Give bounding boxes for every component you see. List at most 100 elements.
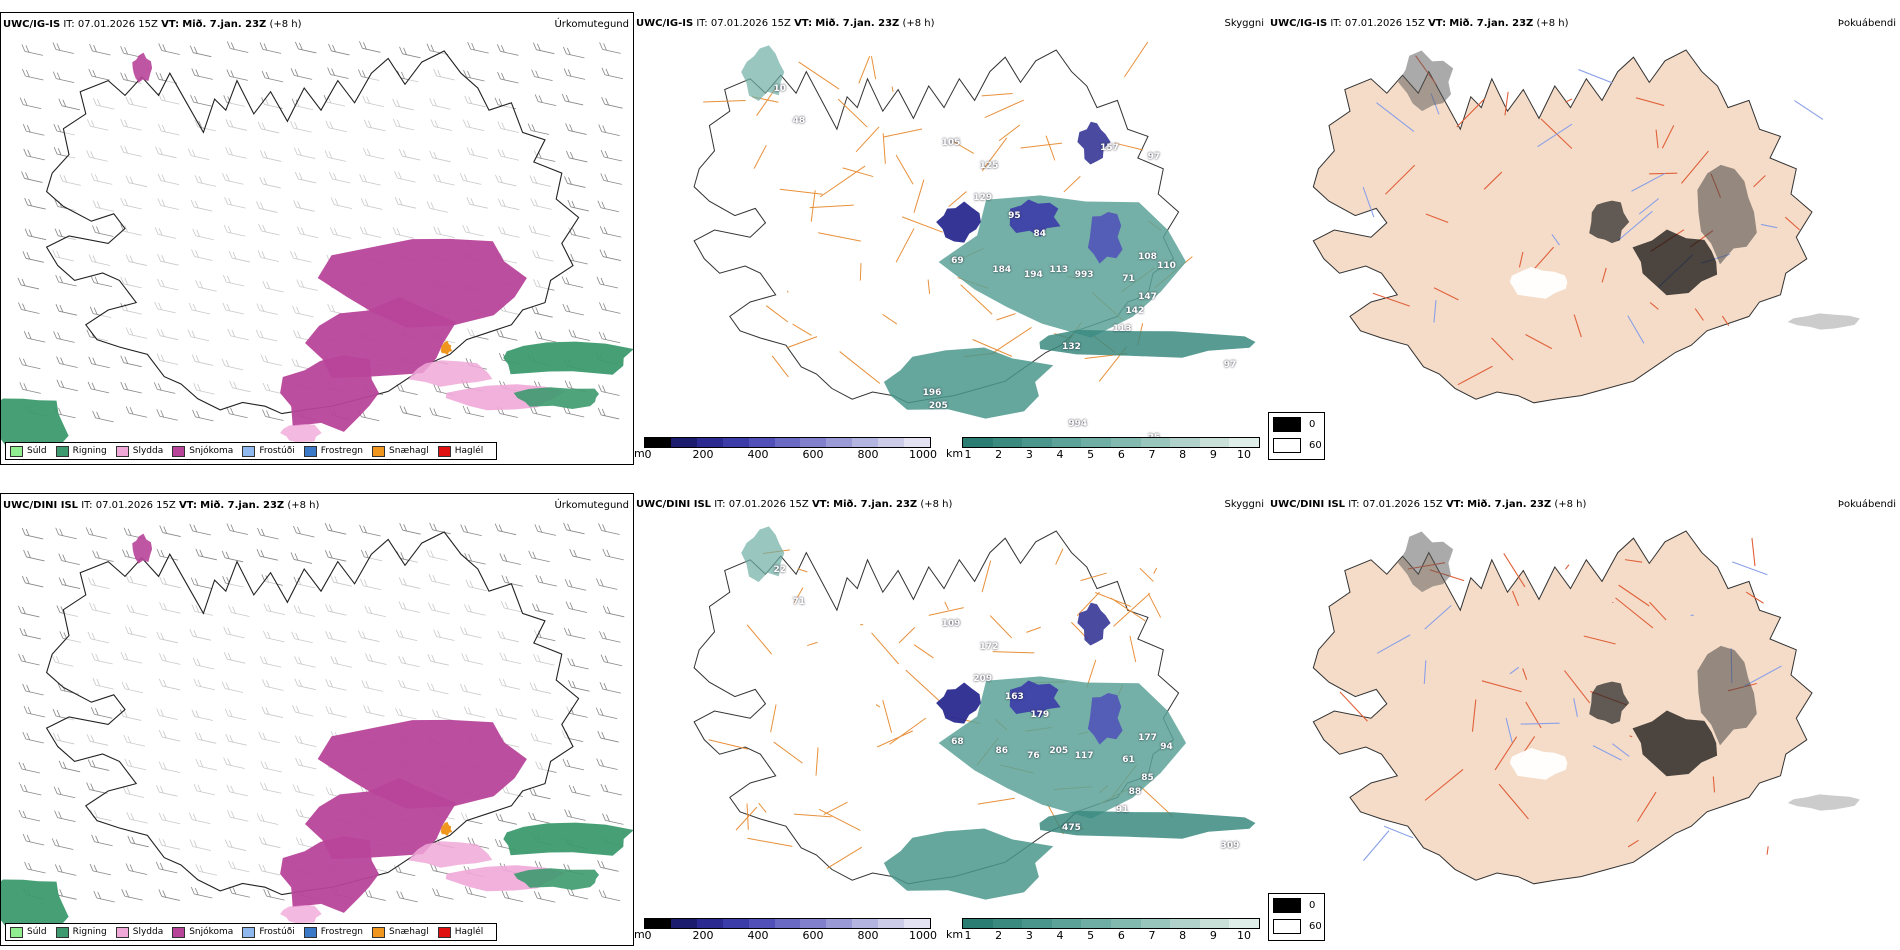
- road-line: [1522, 668, 1528, 680]
- visibility-value-label: 309: [1220, 841, 1240, 852]
- visibility-tick-label: 2: [995, 448, 1003, 461]
- road-line: [1139, 785, 1174, 818]
- visibility-tick-label: 10: [1237, 448, 1251, 461]
- visibility-value-label: 84: [1033, 228, 1047, 239]
- wind-barb: [156, 409, 178, 421]
- visibility-value-label: 91: [1115, 805, 1129, 816]
- road-line: [1424, 768, 1464, 801]
- low-visibility-area: [1039, 810, 1256, 839]
- snow-area: [280, 355, 379, 432]
- clear-area: [1509, 267, 1568, 299]
- valid-time: Mið. 7.jan. 23Z: [833, 499, 918, 510]
- road-line: [1494, 736, 1518, 771]
- lead-time: (+8 h): [287, 500, 320, 511]
- wind-barb: [18, 302, 40, 314]
- wind-barb: [602, 605, 625, 618]
- visibility-value-label: 88: [1128, 786, 1142, 797]
- wind-barb: [596, 758, 618, 770]
- river-line: [1611, 743, 1630, 757]
- river-line: [1362, 186, 1375, 218]
- road-line: [747, 837, 793, 847]
- legend-label: Slydda: [132, 446, 164, 456]
- valid-time-label: VT:: [794, 18, 813, 29]
- model-name: UWC/IG-IS: [1270, 18, 1328, 29]
- wind-barb: [19, 97, 42, 109]
- valid-time: Mið. 7.jan. 23Z: [815, 18, 900, 29]
- wind-barb: [21, 527, 44, 540]
- wind-barb: [565, 123, 587, 135]
- iceland-landmass: [1312, 530, 1813, 885]
- legend-swatch: [372, 926, 386, 938]
- road-line: [1712, 776, 1716, 793]
- fog-indicator-map: [1312, 49, 1860, 404]
- road-line: [842, 167, 874, 178]
- valid-time-label: VT:: [178, 500, 197, 511]
- road-line: [992, 651, 1035, 654]
- road-line: [1425, 213, 1449, 224]
- panel-title: Skyggni: [1224, 499, 1264, 510]
- wind-barb: [18, 653, 40, 666]
- wind-barb: [120, 355, 142, 368]
- road-line: [1694, 308, 1704, 321]
- fog-area: [1787, 313, 1860, 330]
- river-line: [1509, 666, 1520, 675]
- legend-item: Slydda: [115, 445, 164, 457]
- visibility-value-label: 97: [1147, 151, 1161, 162]
- wind-barb: [599, 682, 622, 694]
- fog-legend-item: 60: [1273, 438, 1322, 453]
- precip-type-panel: Súld Rigning Slydda Snjókoma Frostúði Frostre…: [0, 493, 634, 946]
- road-line: [1124, 41, 1149, 78]
- ceiling-unit: m: [634, 928, 645, 941]
- wind-barb: [54, 864, 77, 876]
- visibility-colorbar: km 1 2 3 4 5 6 7 8 9 10: [946, 916, 1264, 942]
- wind-barb: [567, 199, 589, 212]
- legend-label: Frostregn: [320, 927, 364, 937]
- wind-barb: [527, 123, 550, 135]
- low-ceiling-area: [1077, 602, 1111, 646]
- ceiling-tick-label: 600: [802, 929, 824, 942]
- visibility-tick-label: 9: [1209, 929, 1217, 942]
- wind-barb: [567, 657, 589, 670]
- wind-barb: [226, 69, 248, 81]
- road-line: [1784, 216, 1800, 231]
- wind-barb: [85, 527, 108, 539]
- valid-time-label: VT:: [811, 499, 830, 510]
- fog-area: [1697, 645, 1757, 746]
- road-line: [1147, 593, 1162, 618]
- wind-barb: [90, 275, 113, 287]
- road-line: [1456, 98, 1485, 128]
- river-line: [1433, 300, 1437, 323]
- fog-legend-item: 0: [1273, 417, 1315, 432]
- legend-swatch: [115, 445, 129, 457]
- wind-barb: [190, 886, 213, 899]
- wind-barb: [17, 277, 40, 290]
- init-time: 07.01.2026 15Z: [710, 18, 791, 29]
- visibility-value-label: 86: [995, 746, 1008, 757]
- road-line: [1629, 735, 1633, 738]
- wind-barb: [121, 888, 143, 901]
- snow-grain-area: [440, 341, 453, 355]
- road-line: [901, 216, 943, 233]
- visibility-color-strip: [962, 918, 1260, 929]
- lead-time: (+8 h): [1536, 18, 1569, 29]
- fog-indicator-legend: 0 60: [1268, 893, 1325, 941]
- road-line: [708, 739, 748, 750]
- wind-barb: [23, 148, 45, 161]
- fog-area: [1697, 164, 1757, 265]
- wind-barb: [89, 43, 111, 56]
- panel-title: Þokuábendi: [1837, 499, 1896, 510]
- legend-swatch: [303, 445, 317, 457]
- legend-item: Snæhagl: [372, 926, 429, 938]
- road-line: [895, 154, 914, 185]
- wind-barb: [399, 46, 421, 59]
- road-line: [1601, 267, 1607, 283]
- road-line: [1372, 292, 1410, 307]
- valid-time: Mið. 7.jan. 23Z: [200, 500, 285, 511]
- road-line: [797, 568, 808, 573]
- run-header: UWC/IG-IS IT: 07.01.2026 15Z VT: Mið. 7.…: [636, 18, 935, 29]
- visibility-value-label: 110: [1157, 260, 1176, 271]
- ceiling-color-strip: [644, 918, 931, 929]
- visibility-tick-label: 5: [1087, 929, 1095, 942]
- legend-swatch: [303, 926, 317, 938]
- wind-barb: [87, 381, 110, 394]
